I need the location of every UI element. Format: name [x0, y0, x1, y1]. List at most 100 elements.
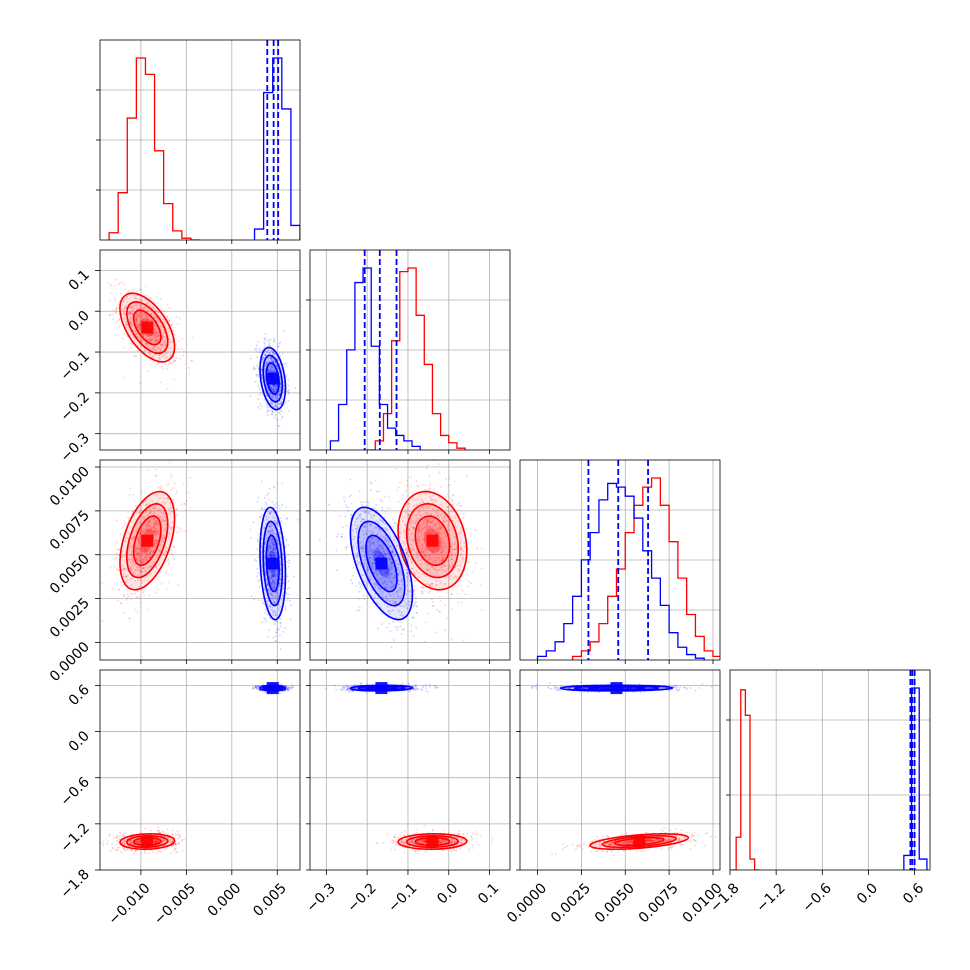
sample-point [441, 546, 444, 548]
sample-point [480, 609, 483, 611]
sample-point [269, 606, 272, 608]
sample-point [108, 834, 111, 837]
sample-point [131, 559, 134, 562]
sample-point [396, 545, 398, 548]
sample-point [164, 554, 166, 556]
sample-point [268, 547, 271, 550]
sample-point [265, 362, 268, 365]
sample-point [405, 512, 407, 514]
sample-point [285, 608, 287, 611]
sample-point [461, 548, 464, 550]
sample-point [271, 532, 274, 535]
sample-point [428, 520, 431, 523]
sample-point [143, 307, 146, 310]
sample-point [168, 561, 171, 564]
sample-point [432, 601, 435, 604]
sample-point [272, 543, 275, 546]
sample-point [453, 548, 456, 551]
sample-point [427, 533, 430, 535]
sample-point [384, 495, 387, 498]
sample-point [263, 555, 266, 558]
sample-point [439, 525, 442, 527]
sample-point [131, 593, 133, 596]
sample-point [138, 559, 141, 561]
sample-point [429, 549, 432, 551]
sample-point [141, 552, 144, 555]
sample-point [129, 316, 132, 319]
sample-point [189, 506, 192, 509]
sample-point [270, 413, 273, 416]
sample-point [419, 502, 422, 505]
sample-point [470, 582, 473, 585]
sample-point [424, 640, 426, 643]
sample-point [272, 569, 274, 572]
sample-point [274, 405, 276, 408]
sample-point [142, 308, 145, 311]
sample-point [275, 385, 277, 388]
sample-point [177, 526, 179, 529]
sample-point [137, 587, 140, 589]
sample-point [415, 626, 418, 629]
sample-point [262, 356, 265, 359]
sample-point [397, 568, 400, 571]
sample-point [173, 378, 176, 381]
sample-point [447, 510, 450, 513]
sample-point [430, 558, 432, 561]
sample-point [130, 577, 133, 580]
sample-point [266, 613, 269, 616]
sample-point [424, 562, 426, 565]
sample-point [148, 550, 150, 553]
sample-point [254, 368, 257, 370]
sample-point [145, 570, 147, 573]
sample-point [435, 532, 438, 535]
sample-point [272, 369, 275, 372]
sample-point [426, 521, 429, 524]
sample-point [280, 401, 283, 403]
sample-point [125, 306, 128, 309]
sample-point [426, 568, 429, 571]
sample-point [163, 341, 166, 344]
sample-point [444, 565, 446, 568]
sample-point [453, 480, 456, 483]
sample-point [165, 570, 168, 572]
sample-point [145, 320, 148, 322]
sample-point [139, 566, 141, 569]
sample-point [159, 348, 162, 351]
sample-point [261, 570, 264, 573]
sample-point [408, 538, 410, 541]
sample-point [425, 527, 428, 530]
sample-point [369, 480, 372, 483]
sample-point [390, 572, 393, 575]
sample-point [150, 319, 152, 321]
sample-point [271, 402, 274, 405]
sample-point [452, 519, 455, 522]
sample-point [423, 573, 426, 576]
sample-point [153, 345, 156, 348]
sample-point [157, 331, 160, 334]
sample-point [147, 301, 150, 304]
sample-point [149, 363, 152, 366]
sample-point [274, 390, 277, 392]
sample-point [153, 513, 155, 515]
sample-point [128, 617, 131, 620]
sample-point [173, 558, 175, 561]
sample-point [157, 509, 159, 512]
sample-point [108, 314, 111, 317]
series-1-contours [259, 506, 287, 621]
sample-point [273, 547, 275, 549]
sample-point [450, 592, 453, 595]
sample-point [159, 486, 162, 489]
sample-point [356, 554, 359, 557]
sample-point [123, 311, 126, 314]
sample-point [276, 522, 278, 525]
sample-point [448, 505, 451, 508]
sample-point [379, 499, 382, 502]
sample-point [275, 574, 277, 577]
sample-point [287, 565, 290, 568]
sample-point [255, 349, 258, 352]
sample-point [270, 576, 273, 579]
sample-point [110, 566, 112, 569]
sample-point [269, 552, 271, 554]
sample-point [435, 584, 437, 587]
sample-point [446, 524, 449, 526]
